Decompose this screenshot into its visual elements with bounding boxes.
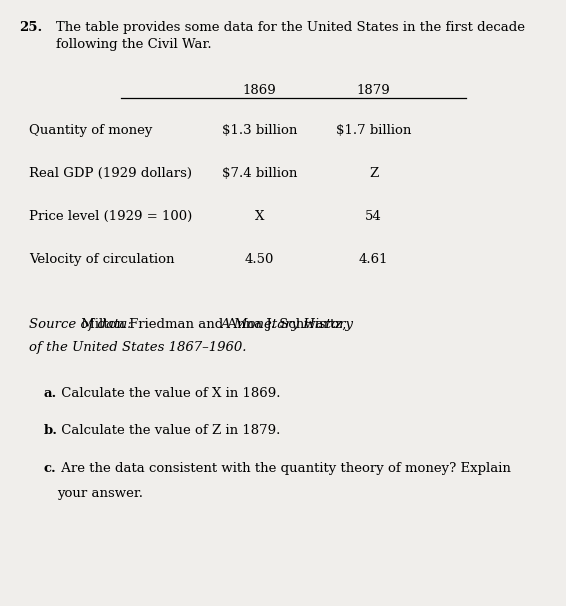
Text: 4.50: 4.50 <box>245 253 275 266</box>
Text: $7.4 billion: $7.4 billion <box>222 167 297 180</box>
Text: Are the data consistent with the quantity theory of money? Explain: Are the data consistent with the quantit… <box>57 462 511 474</box>
Text: your answer.: your answer. <box>57 487 143 500</box>
Text: following the Civil War.: following the Civil War. <box>56 38 212 50</box>
Text: 1869: 1869 <box>243 84 276 96</box>
Text: Source of data:: Source of data: <box>29 318 132 331</box>
Text: of the United States 1867–1960.: of the United States 1867–1960. <box>29 341 247 354</box>
Text: 54: 54 <box>365 210 382 223</box>
Text: b.: b. <box>44 424 58 437</box>
Text: c.: c. <box>44 462 57 474</box>
Text: Velocity of circulation: Velocity of circulation <box>29 253 175 266</box>
Text: Real GDP (1929 dollars): Real GDP (1929 dollars) <box>29 167 192 180</box>
Text: X: X <box>255 210 264 223</box>
Text: a.: a. <box>44 387 57 399</box>
Text: Calculate the value of X in 1869.: Calculate the value of X in 1869. <box>57 387 281 399</box>
Text: The table provides some data for the United States in the first decade: The table provides some data for the Uni… <box>56 21 525 34</box>
Text: Calculate the value of Z in 1879.: Calculate the value of Z in 1879. <box>57 424 281 437</box>
Text: Quantity of money: Quantity of money <box>29 124 152 137</box>
Text: 1879: 1879 <box>357 84 391 96</box>
Text: Z: Z <box>369 167 378 180</box>
Text: $1.3 billion: $1.3 billion <box>222 124 297 137</box>
Text: $1.7 billion: $1.7 billion <box>336 124 411 137</box>
Text: 4.61: 4.61 <box>359 253 388 266</box>
Text: Price level (1929 = 100): Price level (1929 = 100) <box>29 210 192 223</box>
Text: A Monetary History: A Monetary History <box>220 318 353 331</box>
Text: 25.: 25. <box>19 21 42 34</box>
Text: Milton Friedman and Anna J. Schwartz,: Milton Friedman and Anna J. Schwartz, <box>76 318 350 331</box>
